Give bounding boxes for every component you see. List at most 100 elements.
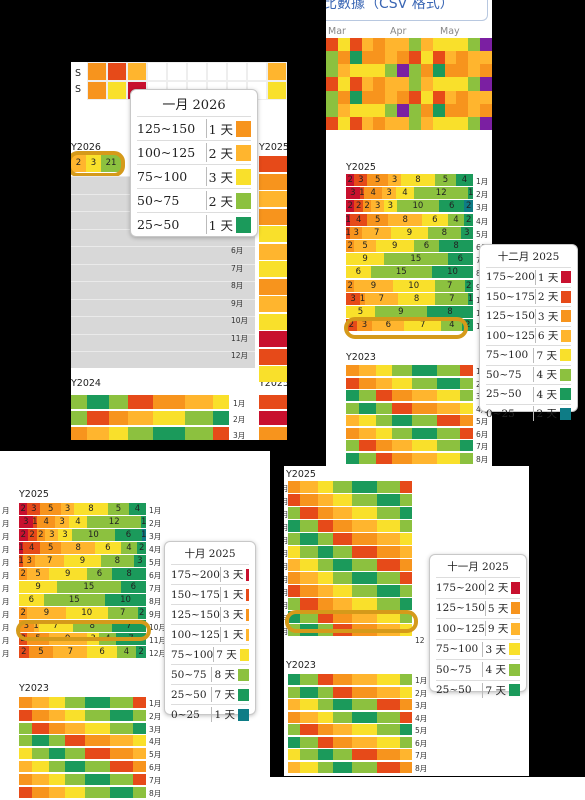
color-swatch (560, 349, 571, 362)
month-row[interactable]: 3 1 4 3 4 12 1 (19, 516, 146, 528)
bar-segment (332, 494, 353, 506)
heatmap-cell (408, 90, 421, 104)
bar-segment (358, 377, 377, 389)
heatmap-cell (337, 116, 350, 130)
heatmap-cell (267, 62, 287, 81)
bar-segment: 2 (354, 200, 363, 213)
year-title-y2023: Y2023 (286, 660, 316, 671)
bar-segment (391, 427, 412, 439)
range-label: 25~50 (137, 217, 180, 232)
download-csv-link[interactable]: 比數據（CSV 格式） (326, 0, 488, 21)
month-row[interactable]: 2 9 10 7 2 (19, 607, 146, 619)
month-label: 8月 (415, 763, 428, 773)
selected-month-highlight (285, 610, 418, 633)
bar-segment (300, 711, 318, 723)
month-row[interactable]: 9 15 6 (346, 253, 473, 266)
heatmap-cell (361, 38, 374, 52)
bar-segment (377, 674, 400, 685)
bar-segment (110, 786, 134, 798)
bar-segment (259, 191, 287, 207)
month-row[interactable]: 2 2 2 3 3 10 6 1 (19, 529, 146, 541)
bar-segment (31, 748, 50, 760)
month-label: 7月 (149, 775, 162, 785)
bar-segment: 8 (426, 306, 473, 318)
heatmap-cell (349, 77, 362, 91)
bar-segment (437, 377, 461, 389)
bar-segment (49, 761, 65, 772)
bar-segment: 5 (28, 646, 54, 658)
bar-segment (377, 699, 400, 710)
heatmap-cell (480, 51, 492, 65)
bar-segment: 10 (392, 279, 435, 292)
bar-segment (332, 533, 353, 545)
tooltip-row: 0~25 2 天 (486, 403, 571, 424)
month-label: 2月 (233, 415, 246, 424)
heatmap-cell (468, 90, 481, 104)
bar-segment (19, 735, 32, 747)
bar-segment: 15 (384, 253, 448, 266)
bar-segment (377, 761, 400, 773)
bar-segment (213, 395, 229, 409)
bar-segment (377, 533, 400, 545)
month-row[interactable]: 6 15 10 (19, 594, 146, 606)
month-label: 3月 (149, 532, 162, 541)
selected-month-highlight (344, 317, 468, 339)
stacked-bar: 9 15 6 (19, 581, 146, 593)
bar-segment (259, 296, 287, 312)
heatmap-cell (444, 103, 457, 117)
bar-segment: 3 (460, 226, 473, 239)
bar-segment (399, 494, 412, 506)
bar-segment (391, 415, 412, 426)
bar-segment (332, 611, 353, 623)
bar-segment (288, 559, 301, 571)
bar-segment (133, 709, 146, 721)
month-row[interactable]: 3 1 4 3 4 12 1 (346, 187, 473, 200)
bar-segment (64, 735, 85, 747)
bar-segment: 7 (107, 607, 138, 619)
bar-segment (352, 520, 378, 532)
month-row[interactable]: 2 2 2 3 3 10 6 2 (346, 200, 473, 213)
tooltip-row: 75~100 3 天 (137, 164, 251, 188)
month-row[interactable]: 9 15 6 (19, 581, 146, 593)
month-row[interactable]: 2 9 10 7 2 (346, 279, 473, 292)
month-label: 月 (284, 588, 289, 597)
bar-segment (437, 402, 461, 414)
range-label: 150~175 (486, 290, 535, 303)
bar-segment (358, 390, 377, 401)
bar-segment (288, 598, 301, 610)
bar-segment (71, 395, 87, 409)
month-row (19, 786, 146, 798)
heatmap-cell (326, 38, 338, 52)
month-row[interactable]: 6 15 10 (346, 266, 473, 279)
stacked-bar (288, 572, 412, 584)
bar-segment: 9 (354, 279, 393, 292)
stacked-bar (288, 761, 412, 773)
heatmap-cell (385, 90, 398, 104)
grid-line (71, 333, 255, 335)
month-row (288, 674, 412, 685)
row-label-s: S (75, 84, 82, 95)
bar-segment (352, 711, 378, 723)
bar-segment: 4 (395, 187, 414, 200)
bar-segment: 4 (116, 646, 137, 658)
heatmap-cell (373, 103, 386, 117)
stacked-bar: 2 2 2 3 3 10 6 1 (19, 529, 146, 541)
month-label: 8月 (476, 454, 489, 464)
month-label: 2月 (149, 519, 162, 528)
bar-segment (332, 761, 353, 773)
stacked-bar (71, 395, 229, 409)
heatmap-cell (456, 116, 469, 130)
bar-segment (300, 585, 318, 597)
month-label: 月 (2, 610, 10, 619)
